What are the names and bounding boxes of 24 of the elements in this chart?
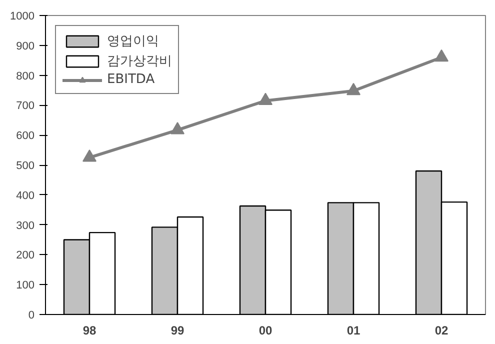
y-tick-label: 1000 bbox=[10, 10, 35, 22]
y-tick-label: 400 bbox=[16, 190, 35, 202]
x-tick-label: 99 bbox=[170, 324, 184, 338]
point bbox=[346, 82, 360, 96]
legend-label: 영업이익 bbox=[107, 33, 159, 50]
y-tick-label: 300 bbox=[16, 220, 35, 232]
x-tick-label: 02 bbox=[434, 324, 448, 338]
legend-label: EBITDA bbox=[107, 72, 155, 87]
y-tick-label: 100 bbox=[16, 280, 35, 292]
x-tick-label: 98 bbox=[82, 324, 96, 338]
legend-label: 감가상각비 bbox=[107, 53, 172, 70]
x-tick-label: 00 bbox=[258, 324, 272, 338]
y-tick-label: 500 bbox=[16, 160, 35, 172]
x-tick-label: 01 bbox=[346, 324, 360, 338]
y-tick-label: 800 bbox=[16, 70, 35, 82]
point bbox=[434, 49, 448, 62]
y-tick-label: 600 bbox=[16, 130, 35, 142]
point bbox=[82, 150, 96, 162]
point bbox=[170, 122, 184, 134]
y-tick-label: 900 bbox=[16, 40, 35, 52]
y-tick-label: 0 bbox=[28, 310, 35, 322]
point bbox=[258, 92, 272, 105]
y-tick-label: 700 bbox=[16, 100, 35, 112]
y-tick-label: 200 bbox=[16, 250, 35, 262]
